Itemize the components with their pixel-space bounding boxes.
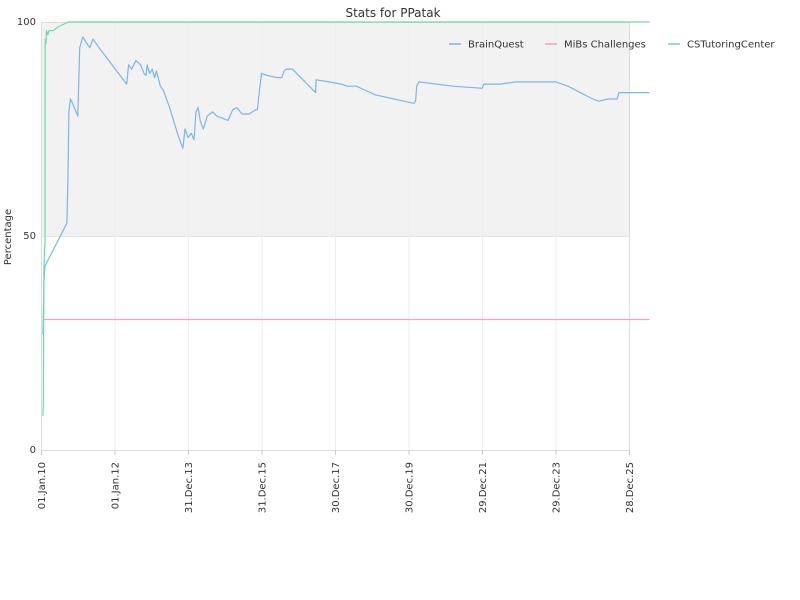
y-tick-label: 50 — [23, 231, 36, 242]
series-line-brainquest — [42, 36, 650, 335]
x-tick-label: 01.Jan.12 — [111, 462, 122, 509]
x-tick-label: 30.Dec.17 — [331, 462, 342, 513]
x-tick-label: 28.Dec.25 — [625, 462, 636, 513]
series-line-cstutoringcenter — [42, 21, 650, 416]
y-axis-label: Percentage — [3, 209, 14, 265]
y-axis: 0 50 100 — [17, 17, 36, 456]
chart-title: Stats for PPatak — [345, 6, 440, 20]
legend-label-cstutoringcenter: CSTutoringCenter — [687, 40, 775, 51]
x-tick-label: 01.Jan.10 — [37, 462, 48, 509]
x-tick-label: 29.Dec.21 — [478, 462, 489, 513]
legend: BrainQuest MiBs Challenges CSTutoringCente… — [449, 40, 775, 51]
x-tick-label: 31.Dec.15 — [258, 462, 269, 513]
x-tick-label: 29.Dec.23 — [552, 462, 563, 513]
y-tick-label: 100 — [17, 17, 36, 28]
series-layer — [42, 21, 650, 416]
x-tick-label: 31.Dec.13 — [184, 462, 195, 513]
x-axis: 01.Jan.10 01.Jan.12 31.Dec.13 31.Dec.15 30.D… — [37, 450, 636, 513]
legend-label-mibs-challenges: MiBs Challenges — [564, 40, 646, 51]
legend-label-brainquest: BrainQuest — [468, 40, 524, 51]
y-tick-label: 0 — [30, 445, 36, 456]
x-tick-label: 30.Dec.19 — [405, 462, 416, 513]
